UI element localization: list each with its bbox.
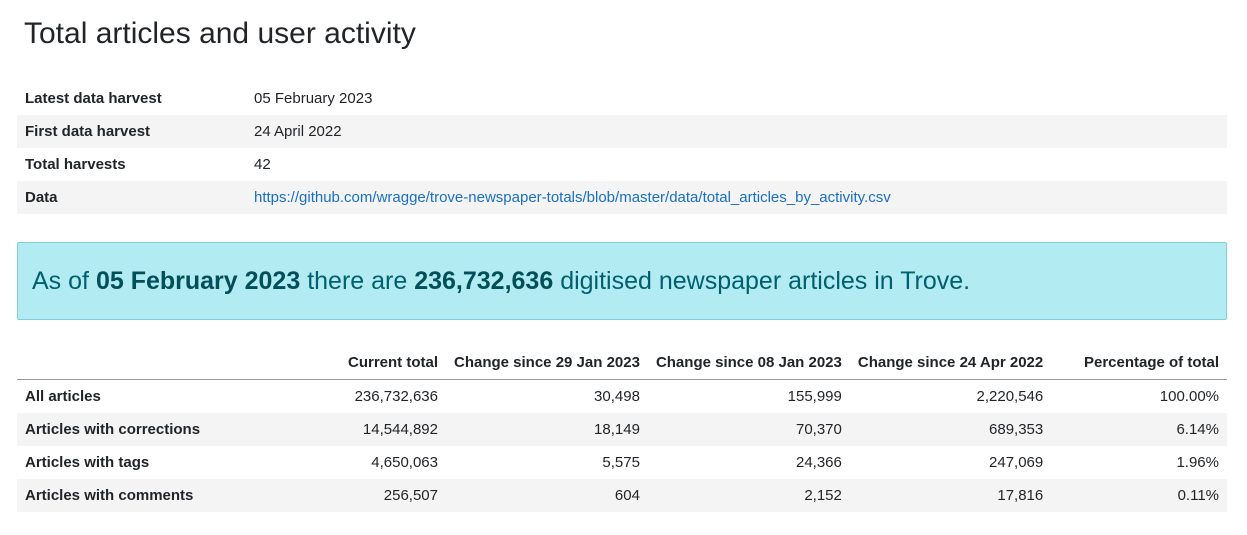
column-header [17, 345, 307, 380]
callout-prefix: As of [32, 266, 89, 295]
callout-count: 236,732,636 [414, 266, 554, 295]
callout-suffix: digitised newspaper articles in Trove. [560, 266, 971, 295]
table-row: Articles with corrections 14,544,892 18,… [17, 413, 1227, 446]
table-row: Articles with comments 256,507 604 2,152… [17, 479, 1227, 512]
table-cell: 2,152 [647, 479, 850, 512]
summary-callout: As of 05 February 2023 there are 236,732… [17, 242, 1227, 320]
row-label: All articles [25, 388, 101, 405]
table-cell: 18,149 [446, 413, 648, 446]
column-header: Change since 24 Apr 2022 [849, 345, 1052, 380]
meta-value: 42 [254, 156, 271, 173]
table-cell: 70,370 [647, 413, 850, 446]
table-cell: 2,220,546 [976, 388, 1044, 405]
column-header: Current total [307, 345, 446, 380]
table-cell: 14,544,892 [307, 413, 446, 446]
callout-date: 05 February 2023 [95, 266, 301, 295]
column-header: Change since 29 Jan 2023 [446, 345, 648, 380]
meta-value: 05 February 2023 [254, 90, 373, 107]
table-cell: 6.14% [1051, 413, 1227, 446]
meta-key: Total harvests [25, 156, 126, 173]
page-title: Total articles and user activity [24, 17, 416, 50]
meta-key: Latest data harvest [25, 90, 162, 107]
table-row: Latest data harvest 05 February 2023 [17, 82, 1227, 115]
table-cell: 17,816 [849, 479, 1052, 512]
table-header-row: Current total Change since 29 Jan 2023 C… [17, 345, 1227, 380]
meta-key: First data harvest [17, 115, 246, 148]
table-cell: 5,575 [602, 454, 640, 471]
harvest-info-table: Latest data harvest 05 February 2023 Fir… [17, 82, 1227, 214]
table-cell: 1.96% [1176, 454, 1219, 471]
row-label: Articles with corrections [17, 413, 307, 446]
table-cell: 256,507 [307, 479, 446, 512]
table-cell: 247,069 [989, 454, 1044, 471]
table-row: First data harvest 24 April 2022 [17, 115, 1227, 148]
table-cell: 100.00% [1159, 388, 1219, 405]
meta-value: https://github.com/wragge/trove-newspape… [246, 181, 1227, 214]
data-csv-link[interactable]: https://github.com/wragge/trove-newspape… [254, 189, 891, 206]
table-cell: 689,353 [849, 413, 1052, 446]
table-cell: 24,366 [795, 454, 842, 471]
meta-key: Data [17, 181, 246, 214]
table-cell: 236,732,636 [354, 388, 438, 405]
table-cell: 4,650,063 [371, 454, 438, 471]
table-row: All articles 236,732,636 30,498 155,999 … [17, 380, 1227, 414]
meta-value: 24 April 2022 [246, 115, 1227, 148]
callout-middle: there are [307, 266, 408, 295]
table-cell: 30,498 [594, 388, 640, 405]
table-cell: 155,999 [787, 388, 842, 405]
row-label: Articles with tags [25, 454, 150, 471]
column-header: Percentage of total [1051, 345, 1227, 380]
table-cell: 0.11% [1051, 479, 1227, 512]
totals-table: Current total Change since 29 Jan 2023 C… [17, 345, 1227, 512]
column-header: Change since 08 Jan 2023 [647, 345, 850, 380]
table-row: Articles with tags 4,650,063 5,575 24,36… [17, 446, 1227, 479]
row-label: Articles with comments [17, 479, 307, 512]
callout-text: As of 05 February 2023 there are 236,732… [32, 267, 970, 296]
table-row: Total harvests 42 [17, 148, 1227, 181]
table-row: Data https://github.com/wragge/trove-new… [17, 181, 1227, 214]
table-cell: 604 [446, 479, 648, 512]
